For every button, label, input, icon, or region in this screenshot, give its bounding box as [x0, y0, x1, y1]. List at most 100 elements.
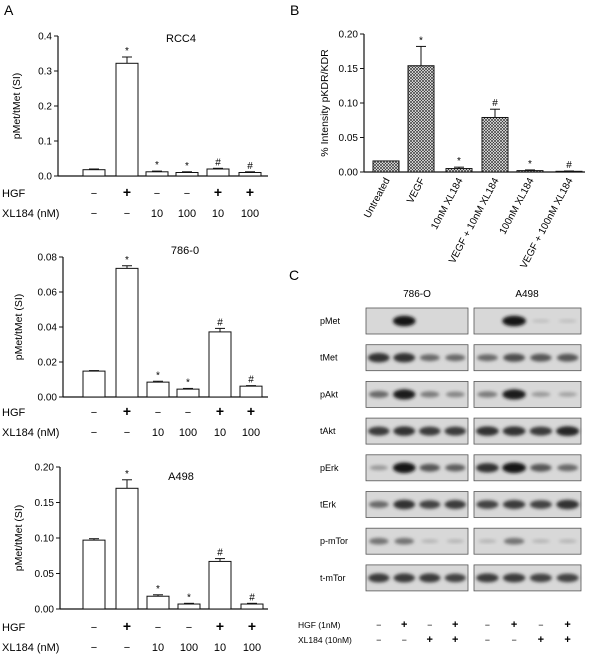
significance-mark: * [125, 255, 129, 266]
treatment-label: HGF [2, 407, 26, 419]
treatment-cell: − [485, 620, 490, 630]
blot-band [476, 500, 499, 509]
blot-band [393, 499, 416, 510]
treatment-cell: 10 [151, 208, 163, 220]
treatment-cell: − [91, 188, 97, 200]
bar [82, 370, 106, 398]
y-tick-label: 0.20 [339, 30, 359, 41]
blot-band [476, 426, 499, 436]
blot-band [394, 537, 414, 545]
significance-mark: * [419, 35, 423, 46]
significance-mark: # [215, 157, 221, 168]
blot-band [476, 573, 499, 583]
chart-pkdr-kdr: 0.00 0.05 0.10 0.15 0.20 % Intensity pKDR/KDR… [319, 30, 585, 271]
blot-band [476, 463, 499, 473]
blot-row-label: tErk [320, 500, 337, 510]
blot-band [420, 391, 440, 398]
treatment-cell: − [124, 208, 130, 220]
treatment-cell: − [91, 642, 97, 654]
treatment-cell: − [91, 208, 97, 220]
treatment-cell: − [376, 620, 381, 630]
y-tick-label: 0.1 [38, 137, 52, 148]
blot-band [367, 353, 390, 363]
significance-mark: * [186, 377, 190, 388]
x-tick-label: 10nM XL184 [429, 176, 466, 232]
treatment-cell: − [155, 622, 161, 634]
blot-band [478, 539, 497, 544]
bar [372, 160, 400, 173]
cell-line-label: A498 [515, 289, 539, 300]
y-tick-label: 0.00 [38, 393, 58, 404]
y-tick-label: 0.0 [38, 172, 52, 183]
treatment-cell: + [248, 618, 256, 634]
blot-row-label: pAkt [320, 389, 339, 399]
y-tick-label: 0.2 [38, 102, 52, 113]
blot-band [503, 537, 525, 545]
treatment-label: XL184 (10nM) [298, 635, 352, 645]
treatment-label: XL184 (nM) [2, 642, 59, 654]
blot-band [531, 539, 550, 544]
chart-a498: A498 0.00 0.05 0.10 0.15 0.20 pMet/tMet (SI) *… [2, 463, 268, 654]
blot-band [444, 573, 466, 583]
panel-letter-c: C [289, 267, 299, 283]
blot-band [556, 499, 579, 510]
y-tick-label: 0.20 [35, 463, 55, 474]
bar [115, 267, 139, 398]
y-tick-label: 0.04 [38, 323, 58, 334]
blot-band [502, 573, 526, 583]
significance-mark: # [217, 317, 223, 328]
blot-band [503, 353, 525, 362]
significance-mark: * [187, 592, 191, 603]
treatment-cell: 100 [180, 642, 198, 654]
blot-band [368, 501, 389, 508]
blot-row-label: pMet [320, 316, 341, 326]
blot-row-label: p-mTor [320, 536, 348, 546]
significance-mark: * [156, 584, 160, 595]
blot-band [558, 392, 577, 397]
treatment-cell: + [452, 619, 458, 631]
blot-band [419, 426, 441, 436]
y-axis-label: pMet/tMet (SI) [13, 505, 25, 572]
blot-band [502, 389, 526, 400]
chart-title: RCC4 [166, 33, 196, 45]
treatment-cell: + [216, 403, 224, 419]
panel-letter-b: B [290, 2, 299, 18]
treatment-cell: + [214, 184, 222, 200]
blot-band [419, 463, 440, 472]
blot-band [392, 462, 416, 474]
treatment-cell: − [184, 188, 190, 200]
treatment-label: XL184 (nM) [2, 208, 59, 220]
significance-mark: # [217, 548, 223, 559]
bar [206, 168, 230, 177]
bar [115, 487, 139, 610]
bar [175, 172, 199, 177]
chart-rcc4: RCC4 0.0 0.1 0.2 0.3 0.4 pMet/tMet (SI) * * * # # H… [2, 32, 268, 220]
treatment-cell: + [247, 403, 255, 419]
chart-title: 786-0 [171, 245, 199, 257]
treatment-cell: 100 [241, 208, 259, 220]
blot-band [502, 462, 526, 474]
treatment-cell: + [246, 184, 254, 200]
blot-band [502, 315, 526, 327]
treatment-cell: − [485, 635, 490, 645]
blot-band [444, 426, 466, 436]
treatment-cell: − [427, 620, 432, 630]
significance-mark: # [247, 161, 253, 172]
y-tick-label: 0.02 [38, 358, 58, 369]
blot-band [368, 573, 390, 583]
y-tick-label: 0.08 [38, 253, 58, 264]
treatment-cell: 10 [214, 642, 226, 654]
blot-band [392, 315, 416, 327]
blot-band [502, 500, 526, 509]
blot-band [529, 426, 553, 436]
treatment-cell: 10 [152, 642, 164, 654]
bar [146, 595, 170, 610]
bar [481, 116, 509, 173]
treatment-cell: − [91, 407, 97, 419]
significance-mark: * [125, 46, 129, 57]
y-tick-label: 0.05 [35, 569, 55, 580]
bar [177, 603, 201, 610]
y-tick-label: 0.10 [339, 99, 359, 110]
blot-band [558, 539, 577, 544]
